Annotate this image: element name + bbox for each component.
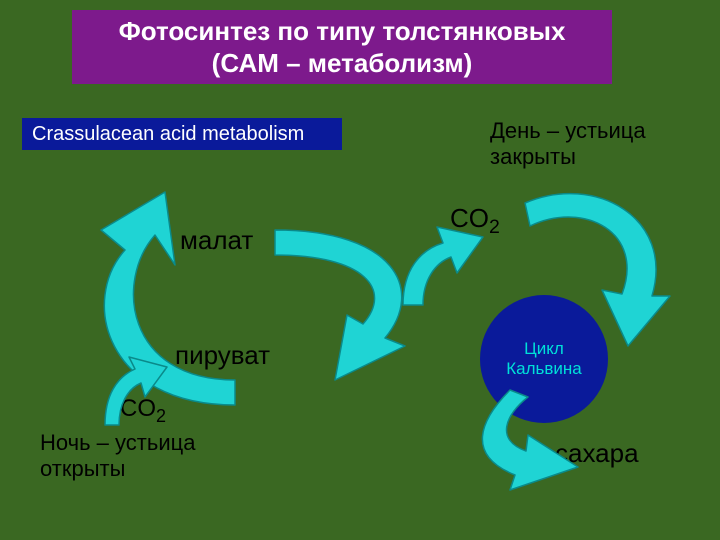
subtitle-box: Crassulacean acid metabolism: [22, 118, 342, 150]
label-day: День – устьица закрыты: [490, 118, 646, 170]
arrow-co2-intake: [95, 355, 175, 435]
subtitle-text: Crassulacean acid metabolism: [32, 123, 304, 146]
arrow-co2-release: [395, 225, 485, 310]
title-text: Фотосинтез по типу толстянковых (САМ – м…: [119, 15, 566, 80]
arrow-into-calvin: [510, 178, 685, 353]
title-box: Фотосинтез по типу толстянковых (САМ – м…: [72, 10, 612, 84]
arrow-calvin-to-sugars: [460, 385, 610, 495]
label-night: Ночь – устьица открыты: [40, 430, 195, 482]
